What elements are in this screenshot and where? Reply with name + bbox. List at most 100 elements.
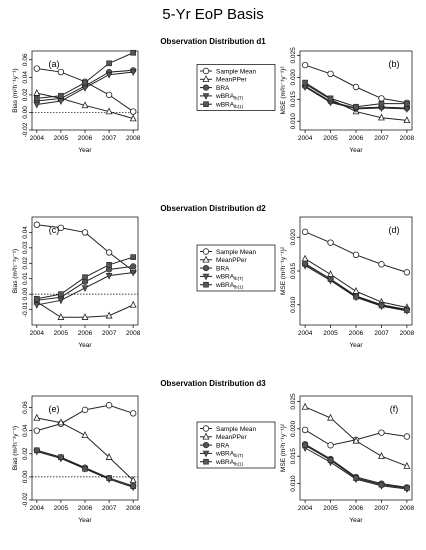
data-point xyxy=(33,221,41,228)
legend-marker xyxy=(202,67,210,75)
y-tick-label: 0.00 xyxy=(22,470,29,483)
data-point xyxy=(129,300,137,308)
y-tick-label: 0.015 xyxy=(290,91,297,108)
data-point xyxy=(378,100,385,107)
data-point xyxy=(82,465,88,472)
x-axis-label: Year xyxy=(78,342,92,349)
y-tick-label: 0.025 xyxy=(290,47,297,64)
data-point xyxy=(105,91,113,99)
series-line xyxy=(304,406,408,467)
y-tick-label: 0.01 xyxy=(22,272,29,285)
y-tick-label: -0.02 xyxy=(22,122,29,137)
data-point xyxy=(57,297,65,305)
data-point xyxy=(57,68,65,76)
data-point xyxy=(33,413,41,421)
data-point xyxy=(105,72,113,79)
data-point xyxy=(378,452,385,459)
x-tick-label: 2008 xyxy=(400,135,415,142)
x-tick-label: 2004 xyxy=(298,330,313,337)
section-title: Observation Distribution d3 xyxy=(160,379,266,388)
figure-title: 5-Yr EoP Basis xyxy=(162,6,263,23)
x-tick-label: 2007 xyxy=(374,505,389,512)
y-tick-label: 0.00 xyxy=(22,287,29,300)
x-tick-label: 2006 xyxy=(78,505,93,512)
data-point xyxy=(327,70,334,78)
y-axis-label: MSE (m²h⁻¹y⁻¹)² xyxy=(280,423,287,472)
section-title: Observation Distribution d1 xyxy=(160,37,266,46)
y-tick-label: 0.03 xyxy=(22,241,29,254)
x-axis-label: Year xyxy=(349,517,363,524)
x-tick-label: 2006 xyxy=(349,505,364,512)
data-point xyxy=(81,85,89,92)
legend-marker xyxy=(202,248,210,255)
legend-label: BRA xyxy=(216,85,230,92)
legend-label: BRA xyxy=(216,265,230,272)
x-tick-label: 2008 xyxy=(400,505,415,512)
chart-panel: Observation Distribution d2 2004 2005 2006 2… xyxy=(12,204,276,349)
y-tick-label: 0.025 xyxy=(290,393,297,410)
data-point xyxy=(129,114,137,122)
data-point xyxy=(129,269,137,277)
y-tick-label: 0.04 xyxy=(22,71,29,84)
legend-marker xyxy=(202,75,210,82)
data-point xyxy=(105,249,113,256)
data-point xyxy=(403,269,411,276)
data-point xyxy=(301,228,309,236)
y-tick-label: 0.04 xyxy=(22,226,29,239)
y-tick-label: 0.020 xyxy=(290,69,297,86)
data-point xyxy=(105,402,113,409)
y-tick-label: 0.02 xyxy=(22,447,29,460)
x-tick-label: 2007 xyxy=(102,330,117,337)
data-point xyxy=(353,475,359,481)
data-point xyxy=(404,307,410,313)
data-point xyxy=(130,49,136,56)
x-axis-label: Year xyxy=(78,147,92,154)
data-point xyxy=(105,453,113,460)
legend-marker xyxy=(203,101,209,107)
legend-label: wBRAlb(T) xyxy=(215,451,244,459)
x-tick-label: 2007 xyxy=(102,505,117,512)
legend-marker xyxy=(202,432,210,440)
y-tick-label: 0.06 xyxy=(22,53,29,66)
panel-label: (f) xyxy=(390,404,399,414)
x-axis-label: Year xyxy=(78,517,92,524)
data-point xyxy=(130,254,136,260)
y-axis-label: Bias (m²h⁻¹y⁻¹) xyxy=(12,68,19,112)
chart-panel: 2004 2005 2006 2007 2008 Year 0.010 0.015 0.020 0… xyxy=(280,47,415,154)
x-tick-label: 2004 xyxy=(30,135,45,142)
legend-label: BRA xyxy=(216,442,230,449)
x-tick-label: 2005 xyxy=(54,135,69,142)
legend-label: MeanPPer xyxy=(216,434,248,441)
y-tick-label: 0.010 xyxy=(290,113,297,130)
data-point xyxy=(106,262,112,268)
data-point xyxy=(378,429,385,436)
y-tick-label: 0.04 xyxy=(22,424,29,437)
data-point xyxy=(378,302,385,309)
x-tick-label: 2005 xyxy=(323,330,338,337)
y-tick-label: 0.020 xyxy=(290,229,297,246)
legend-subscript: lb(T) xyxy=(234,96,244,101)
data-point xyxy=(33,88,41,96)
x-tick-label: 2006 xyxy=(78,135,93,142)
panel-label: (d) xyxy=(389,225,400,235)
data-point xyxy=(58,291,64,297)
data-point xyxy=(301,402,309,410)
x-tick-label: 2005 xyxy=(54,330,69,337)
y-tick-label: 0.00 xyxy=(22,106,29,119)
data-point xyxy=(352,436,360,444)
legend-label: wBRAlb(1) xyxy=(215,102,244,110)
data-point xyxy=(129,476,137,484)
data-point xyxy=(302,260,308,267)
x-tick-label: 2006 xyxy=(349,330,364,337)
legend-label: Sample Mean xyxy=(216,68,256,75)
data-point xyxy=(404,100,410,107)
x-tick-label: 2004 xyxy=(30,505,45,512)
data-point xyxy=(327,413,334,421)
data-point xyxy=(129,108,137,115)
data-point xyxy=(105,107,113,115)
data-point xyxy=(33,65,41,72)
legend-marker xyxy=(202,84,210,91)
data-point xyxy=(81,285,89,292)
